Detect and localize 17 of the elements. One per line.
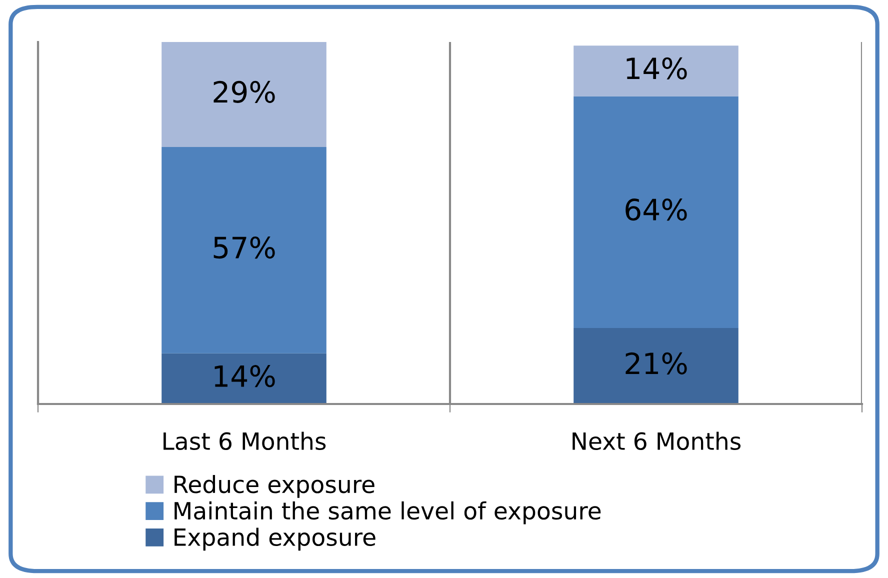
bar [574, 96, 738, 328]
bar [574, 328, 738, 404]
legend-label: Reduce exposure [174, 474, 374, 498]
data-label: 14% [214, 365, 275, 388]
bar [162, 42, 326, 147]
x-tick-label: Next 6 Months [572, 432, 741, 450]
legend-label: Expand exposure [174, 528, 376, 551]
data-label: 21% [626, 352, 687, 374]
bar [162, 146, 326, 354]
bar [162, 353, 326, 404]
x-tick-label: Last 6 Months [164, 432, 326, 450]
legend-label: Maintain the same level of exposure [174, 501, 601, 524]
bar [574, 46, 738, 96]
data-label: 14% [626, 57, 687, 80]
data-label: 57% [214, 236, 275, 259]
data-label: 29% [214, 80, 275, 103]
data-label: 64% [626, 198, 687, 221]
